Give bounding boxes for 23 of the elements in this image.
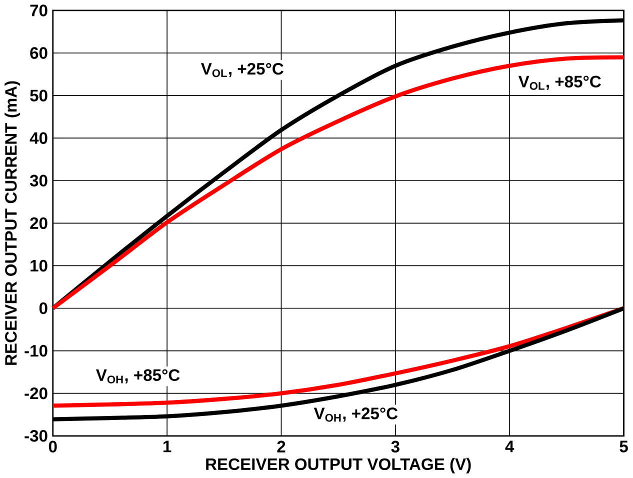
- y-tick-label: 30: [30, 174, 48, 187]
- y-tick-label: 60: [30, 47, 48, 59]
- x-tick-label: 4: [505, 440, 514, 452]
- x-tick-label: 5: [620, 440, 628, 452]
- series-label: V$_{OL}$, +85°C: [518, 76, 601, 90]
- y-tick-label: 0: [39, 302, 48, 314]
- y-tick-label: 10: [30, 260, 48, 272]
- x-tick-label: 0: [48, 440, 57, 453]
- y-tick-label: -30: [24, 430, 48, 442]
- y-tick-label: -10: [24, 344, 48, 357]
- x-tick-label: 1: [163, 440, 172, 452]
- y-tick-label: -20: [24, 388, 48, 400]
- y-tick-label: 20: [30, 217, 48, 230]
- series-label: V$_{OH}$, +85°C: [96, 369, 180, 384]
- x-axis-title: RECEIVER OUTPUT VOLTAGE (V): [206, 458, 471, 474]
- series-label: V$_{OH}$, +25°C: [314, 408, 398, 422]
- y-axis-title: RECEIVER OUTPUT CURRENT (mA): [4, 81, 20, 365]
- y-tick-label: 50: [30, 90, 48, 102]
- y-tick-label: 70: [30, 4, 48, 16]
- y-tick-label: 40: [30, 132, 48, 144]
- x-tick-label: 2: [277, 440, 286, 452]
- text: V$_{OL}$, +25°C: [200, 62, 284, 78]
- x-tick-label: 3: [391, 440, 400, 453]
